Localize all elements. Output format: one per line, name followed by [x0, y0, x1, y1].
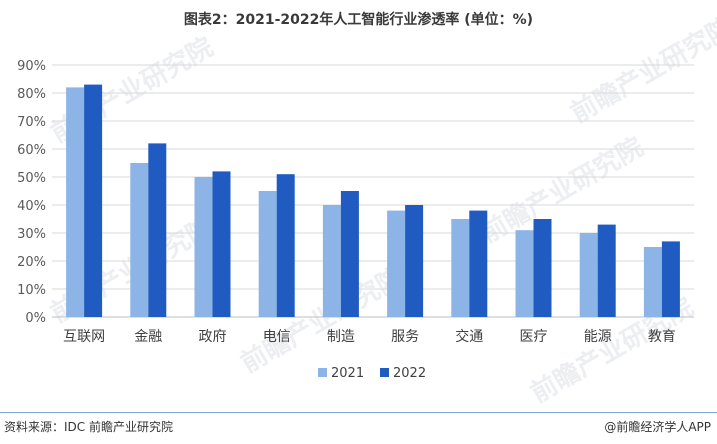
- bar-2022: [340, 191, 359, 317]
- y-tick-label: 70%: [17, 115, 46, 130]
- y-tick-label: 0%: [25, 311, 46, 326]
- x-tick-label: 医疗: [520, 329, 548, 345]
- bar-2021: [66, 87, 85, 318]
- bar-2021: [451, 219, 470, 317]
- bar-2022: [661, 241, 680, 317]
- y-tick-label: 20%: [17, 255, 46, 270]
- bar-2021: [643, 247, 662, 317]
- x-tick-label: 能源: [584, 329, 612, 345]
- chart-title: 图表2：2021-2022年人工智能行业渗透率 (单位：%): [183, 12, 534, 28]
- source-note: 资料来源：IDC 前瞻产业研究院: [4, 420, 173, 434]
- y-tick-label: 40%: [17, 199, 46, 214]
- bar-2021: [130, 163, 149, 317]
- x-tick-label: 金融: [134, 329, 162, 345]
- y-tick-label: 80%: [17, 87, 46, 102]
- bar-2021: [322, 205, 341, 317]
- bar-2022: [84, 84, 103, 317]
- x-tick-label: 政府: [199, 329, 227, 345]
- y-tick-label: 90%: [17, 59, 46, 74]
- bar-2021: [579, 233, 598, 317]
- bar-2021: [387, 210, 406, 317]
- footer-divider: [0, 412, 717, 413]
- bar-2022: [276, 174, 295, 317]
- bar-2022: [469, 210, 488, 317]
- bar-2021: [194, 177, 213, 317]
- legend-label: 2022: [393, 366, 426, 381]
- y-tick-label: 60%: [17, 143, 46, 158]
- x-tick-label: 交通: [455, 328, 483, 345]
- bar-2022: [148, 143, 167, 317]
- bar-2021: [258, 191, 277, 317]
- x-tick-label: 制造: [327, 329, 355, 345]
- bar-2022: [597, 224, 616, 317]
- y-tick-label: 10%: [17, 283, 46, 298]
- y-tick-label: 50%: [17, 171, 46, 186]
- x-tick-label: 教育: [648, 329, 676, 345]
- legend-swatch: [380, 368, 389, 377]
- y-tick-label: 30%: [17, 227, 46, 242]
- bar-2021: [515, 230, 534, 317]
- x-tick-label: 服务: [391, 329, 419, 345]
- x-tick-label: 互联网: [63, 329, 105, 345]
- legend-swatch: [318, 368, 327, 377]
- legend-label: 2021: [331, 366, 364, 381]
- bar-2022: [533, 219, 552, 317]
- bar-2022: [405, 205, 424, 317]
- brand-credit: @前瞻经济学人APP: [604, 420, 711, 434]
- bar-2022: [212, 171, 231, 317]
- x-tick-label: 电信: [263, 329, 291, 345]
